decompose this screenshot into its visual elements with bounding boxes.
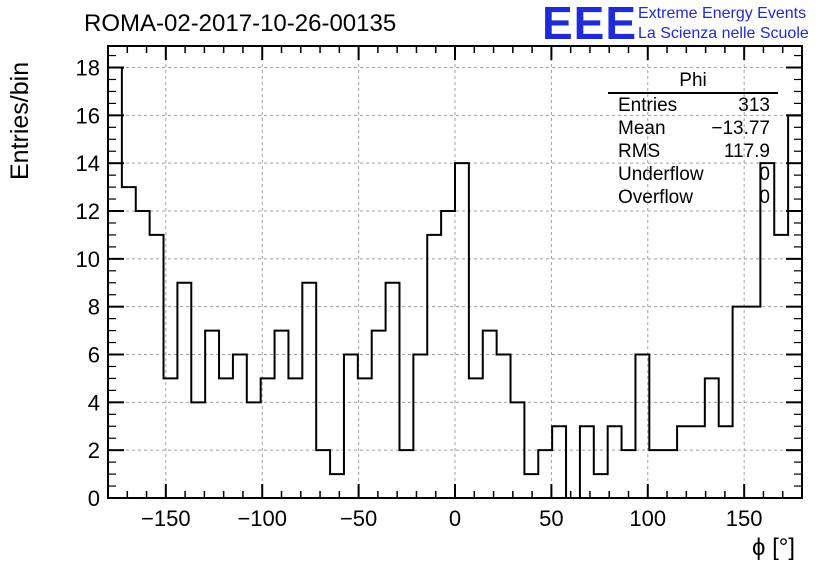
- histogram-bin: [427, 235, 441, 498]
- histogram-bin: [760, 163, 774, 498]
- histogram-bin: [150, 235, 164, 498]
- x-tick-label: −150: [141, 506, 191, 531]
- histogram-bin: [524, 474, 538, 498]
- plot-title: ROMA-02-2017-10-26-00135: [84, 10, 397, 37]
- stats-row-rms: RMS 117.9: [608, 140, 778, 163]
- y-tick-label: 10: [76, 247, 100, 272]
- y-axis-label: Entries/bin: [6, 61, 34, 180]
- histogram-bin: [663, 450, 677, 498]
- histogram-bin: [330, 474, 344, 498]
- histogram-bin: [538, 450, 552, 498]
- histogram-bin: [594, 474, 608, 498]
- histogram-bin: [372, 331, 386, 498]
- histogram-bin: [302, 283, 316, 498]
- histogram-bin: [511, 402, 525, 498]
- stats-box: Phi Entries 313 Mean −13.77 RMS 117.9 Un…: [608, 70, 778, 209]
- histogram-bin: [608, 426, 622, 498]
- histogram-bin: [483, 331, 497, 498]
- histogram-bin: [177, 283, 191, 498]
- stats-value: 0: [759, 187, 770, 208]
- histogram-bin: [399, 450, 413, 498]
- histogram-bin: [316, 450, 330, 498]
- stats-label: RMS: [618, 141, 661, 162]
- histogram-bin: [649, 450, 663, 498]
- stats-label: Mean: [618, 118, 666, 139]
- histogram-bin: [552, 426, 566, 498]
- histogram-line: [107, 66, 803, 499]
- y-tick-label: 4: [88, 390, 100, 415]
- y-tick-label: 2: [88, 438, 100, 463]
- x-tick-label: 150: [726, 506, 763, 531]
- x-tick-label: 50: [539, 506, 563, 531]
- x-tick-label: −50: [340, 506, 377, 531]
- histogram-bin: [275, 331, 289, 498]
- histogram-bin: [622, 450, 636, 498]
- y-tick-label: 6: [88, 343, 100, 368]
- stats-label: Overflow: [618, 187, 693, 208]
- logo-caption: Extreme Energy Events La Scienza nelle S…: [638, 4, 809, 44]
- histogram-bin: [635, 355, 649, 498]
- histogram-bin: [233, 355, 247, 498]
- logo-caption-line1: Extreme Energy Events: [638, 5, 807, 22]
- y-tick-label: 16: [76, 103, 100, 128]
- histogram-bin: [441, 211, 455, 498]
- histogram-bin: [455, 163, 469, 498]
- histogram-bin: [136, 211, 150, 498]
- stats-title: Phi: [608, 70, 778, 94]
- histogram-bin: [774, 235, 788, 498]
- histogram-bin: [705, 378, 719, 498]
- stats-value: −13.77: [711, 118, 770, 139]
- histogram-bin: [677, 426, 691, 498]
- y-tick-label: 18: [76, 56, 100, 81]
- y-tick-label: 8: [88, 295, 100, 320]
- histogram-bin: [191, 402, 205, 498]
- logo-caption-line2: La Scienza nelle Scuole: [638, 25, 809, 42]
- y-tick-label: 0: [88, 486, 100, 511]
- stats-label: Entries: [618, 95, 678, 116]
- histogram-bin: [497, 355, 511, 498]
- stats-row-underflow: Underflow 0: [608, 163, 778, 186]
- y-tick-label: 12: [76, 199, 100, 224]
- histogram-bin: [691, 426, 705, 498]
- stats-label: Underflow: [618, 164, 704, 185]
- histogram-bin: [719, 426, 733, 498]
- y-tick-label: 14: [76, 151, 100, 176]
- histogram-bin: [358, 378, 372, 498]
- histogram-bin: [580, 426, 594, 498]
- histogram-bin: [413, 355, 427, 498]
- eee-logo: EEE: [542, 0, 638, 49]
- histogram-bin: [122, 187, 136, 498]
- histogram-bin: [205, 331, 219, 498]
- stats-value: 313: [738, 95, 770, 116]
- histogram-bin: [288, 378, 302, 498]
- histogram-bin: [746, 307, 760, 498]
- x-tick-label: 100: [629, 506, 666, 531]
- stats-row-overflow: Overflow 0: [608, 186, 778, 209]
- x-tick-label: 0: [449, 506, 461, 531]
- histogram-bin: [386, 283, 400, 498]
- histogram-bin: [219, 378, 233, 498]
- histogram-bin: [469, 378, 483, 498]
- stats-row-entries: Entries 313: [608, 94, 778, 117]
- histogram-bin: [261, 378, 275, 498]
- x-axis-label: ϕ [°]: [752, 534, 796, 561]
- histogram-bin: [164, 378, 178, 498]
- histogram-bin: [733, 307, 747, 498]
- stats-row-mean: Mean −13.77: [608, 117, 778, 140]
- histogram-bin: [247, 402, 261, 498]
- x-tick-label: −100: [237, 506, 287, 531]
- histogram-bin: [344, 355, 358, 498]
- stats-value: 0: [759, 164, 770, 185]
- stats-value: 117.9: [723, 141, 770, 162]
